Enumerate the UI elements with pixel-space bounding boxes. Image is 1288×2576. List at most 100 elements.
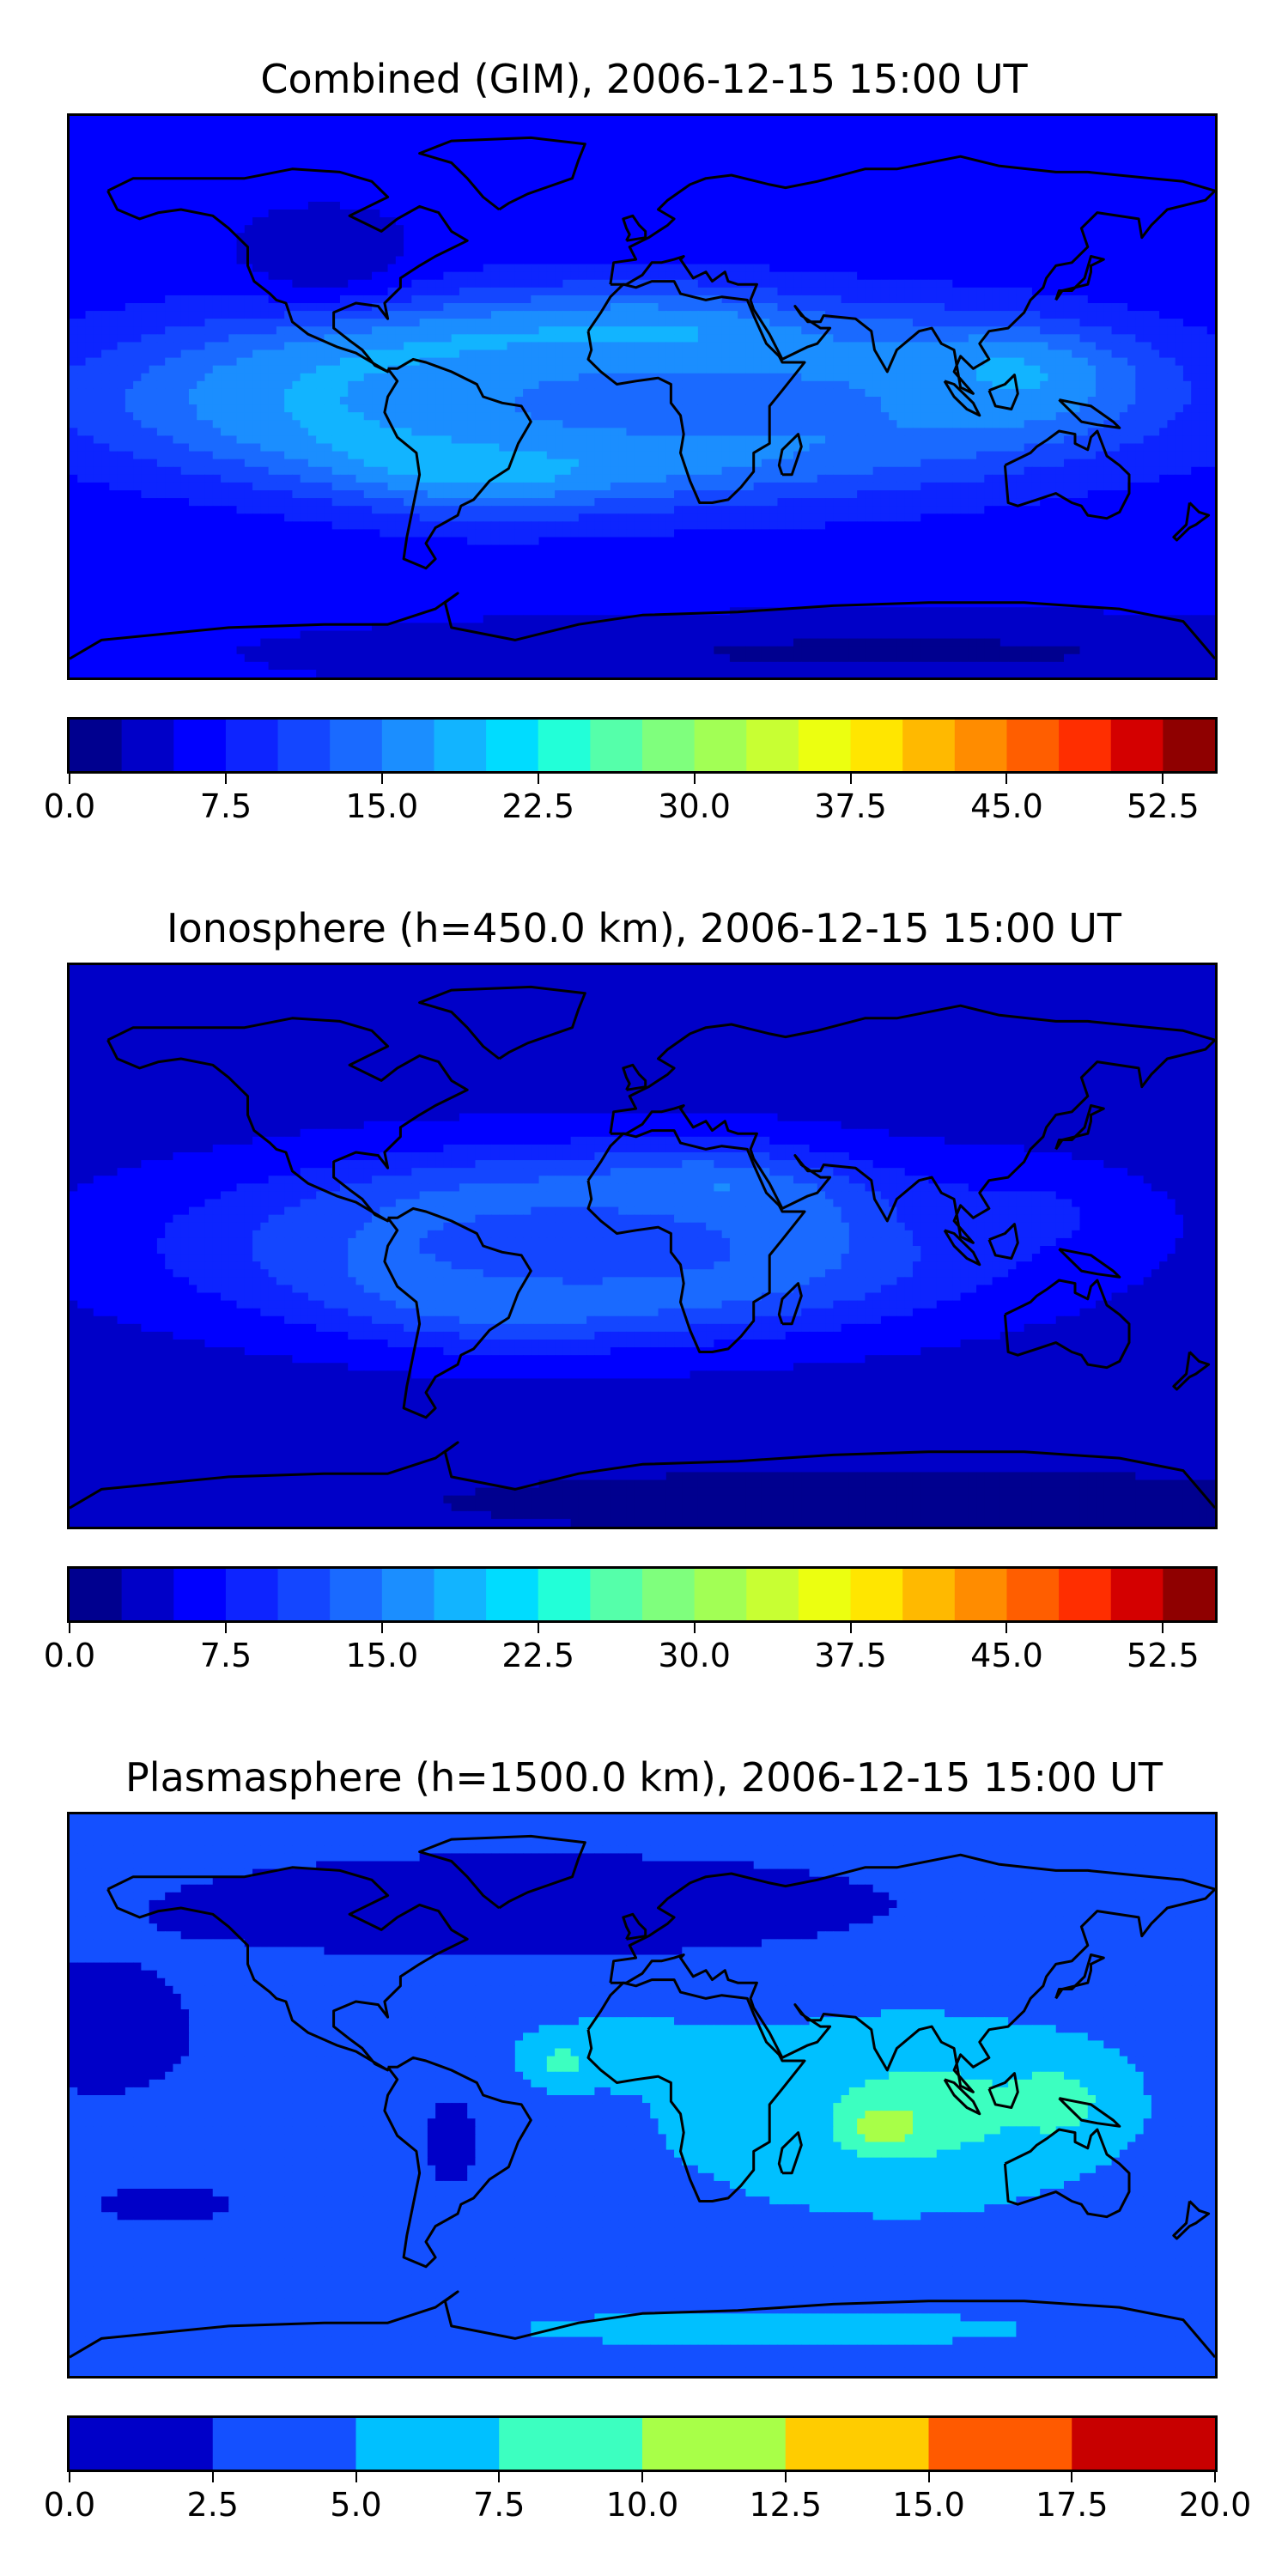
contour-cell: [1182, 365, 1192, 374]
contour-cell: [117, 319, 126, 327]
contour-cell: [586, 139, 596, 148]
contour-cell: [602, 248, 611, 258]
contour-cell: [1096, 155, 1104, 164]
contour-cell: [236, 365, 246, 374]
contour-cell: [1111, 311, 1121, 319]
contour-cell: [125, 155, 134, 164]
contour-cell: [793, 240, 802, 250]
contour-cell: [674, 319, 683, 327]
contour-cell: [968, 334, 977, 343]
contour-cell: [133, 349, 142, 359]
contour-cell: [945, 225, 953, 234]
contour-cell: [141, 201, 150, 210]
contour-cell: [77, 357, 87, 367]
contour-cell: [292, 201, 301, 210]
contour-cell: [204, 271, 214, 281]
contour-cell: [419, 131, 428, 140]
contour-cell: [555, 349, 563, 359]
contour-cell: [1159, 311, 1169, 319]
contour-cell: [665, 225, 675, 234]
contour-cell: [697, 170, 707, 179]
contour-cell: [904, 193, 914, 203]
contour-cell: [300, 311, 309, 319]
contour-cell: [173, 334, 182, 343]
contour-cell: [674, 155, 683, 164]
contour-cell: [475, 233, 484, 241]
contour-cell: [1096, 185, 1104, 195]
contour-cell: [514, 311, 524, 319]
contour-cell: [857, 342, 866, 351]
contour-cell: [753, 365, 762, 374]
contour-cell: [769, 217, 779, 226]
contour-cell: [324, 155, 333, 164]
contour-cell: [173, 162, 182, 172]
contour-cell: [348, 155, 357, 164]
contour-cell: [363, 357, 373, 367]
contour-cell: [825, 334, 834, 343]
contour-cell: [316, 155, 325, 164]
contour-cell: [427, 342, 436, 351]
contour-cell: [945, 287, 953, 296]
contour-cell: [1167, 311, 1176, 319]
contour-cell: [793, 162, 802, 172]
contour-cell: [165, 319, 174, 327]
contour-cell: [252, 264, 261, 273]
contour-cell: [538, 365, 548, 374]
contour-cell: [912, 295, 921, 304]
contour-cell: [793, 349, 802, 359]
contour-cell: [706, 178, 714, 187]
contour-cell: [1175, 303, 1184, 312]
contour-cell: [992, 334, 1001, 343]
contour-cell: [180, 147, 190, 156]
contour-cell: [395, 326, 404, 335]
contour-cell: [706, 311, 714, 319]
contour-cell: [976, 357, 985, 367]
contour-cell: [674, 185, 683, 195]
contour-cell: [960, 201, 969, 210]
contour-cell: [165, 373, 174, 382]
contour-cell: [292, 279, 301, 289]
contour-cell: [77, 139, 87, 148]
contour-cell: [984, 365, 993, 374]
contour-cell: [1063, 185, 1072, 195]
contour-cell: [188, 193, 197, 203]
contour-cell: [1024, 334, 1033, 343]
contour-cell: [1016, 295, 1025, 304]
contour-cell: [149, 326, 158, 335]
contour-cell: [1119, 162, 1128, 172]
contour-cell: [1031, 319, 1041, 327]
contour-cell: [1206, 373, 1215, 382]
contour-cell: [387, 264, 397, 273]
contour-cell: [1119, 131, 1128, 140]
contour-cell: [674, 334, 683, 343]
contour-cell: [276, 248, 285, 258]
contour-cell: [1008, 147, 1017, 156]
contour-cell: [1191, 365, 1200, 374]
contour-cell: [499, 334, 508, 343]
contour-cell: [268, 365, 277, 374]
contour-cell: [626, 373, 635, 382]
contour-cell: [156, 116, 166, 125]
panel-title: Combined (GIM), 2006-12-15 15:00 UT: [0, 55, 1288, 103]
contour-cell: [626, 170, 635, 179]
contour-cell: [467, 295, 477, 304]
contour-cell: [204, 334, 214, 343]
contour-cell: [721, 147, 731, 156]
contour-cell: [507, 373, 516, 382]
contour-cell: [952, 217, 962, 226]
contour-cell: [889, 240, 898, 250]
contour-cell: [697, 131, 707, 140]
contour-cell: [435, 271, 444, 281]
contour-cell: [324, 349, 333, 359]
contour-cell: [1206, 155, 1215, 164]
contour-cell: [475, 380, 484, 390]
contour-cell: [514, 240, 524, 250]
contour-cell: [1206, 240, 1215, 250]
contour-cell: [101, 131, 110, 140]
contour-cell: [1087, 225, 1097, 234]
contour-cell: [729, 373, 738, 382]
contour-cell: [690, 349, 699, 359]
contour-cell: [697, 178, 707, 187]
contour-cell: [841, 139, 850, 148]
contour-cell: [228, 170, 238, 179]
